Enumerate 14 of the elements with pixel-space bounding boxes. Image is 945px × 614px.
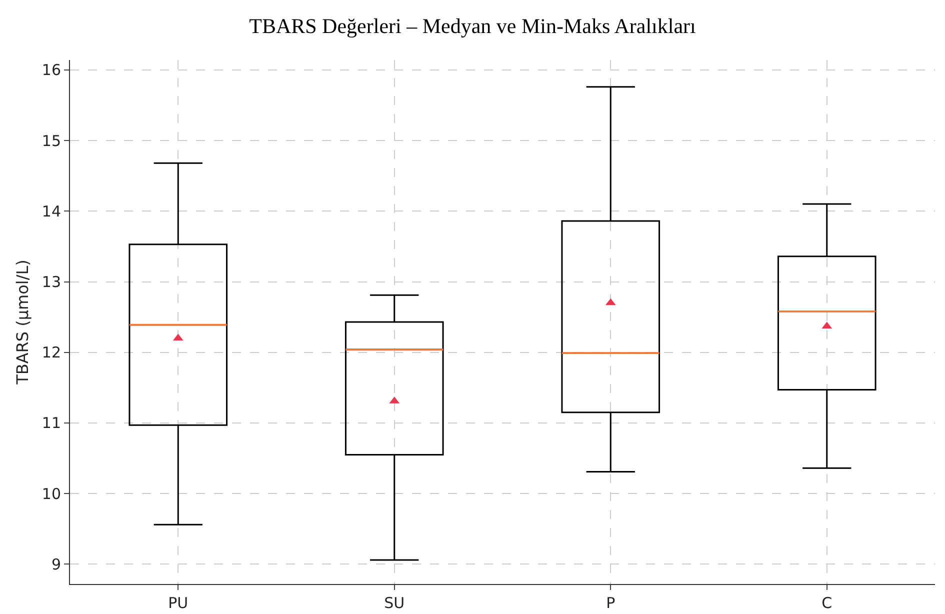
y-tick-label: 13 [42,273,61,291]
y-tick-label: 16 [42,61,61,80]
y-tick-label: 9 [51,555,61,574]
x-tick-label: P [606,594,616,612]
y-tick-label: 11 [42,414,61,432]
x-tick-label: C [822,594,832,612]
x-tick-label: PU [168,594,188,612]
chart-title: TBARS Değerleri – Medyan ve Min-Maks Aralıkları [249,14,696,38]
x-tick-label: SU [384,594,405,612]
y-tick-label: 15 [42,132,61,150]
y-tick-label: 14 [42,202,61,220]
y-tick-label: 12 [42,344,61,362]
y-tick-label: 10 [42,484,61,503]
y-axis-title: TBARS (µmol/L) [13,260,32,386]
